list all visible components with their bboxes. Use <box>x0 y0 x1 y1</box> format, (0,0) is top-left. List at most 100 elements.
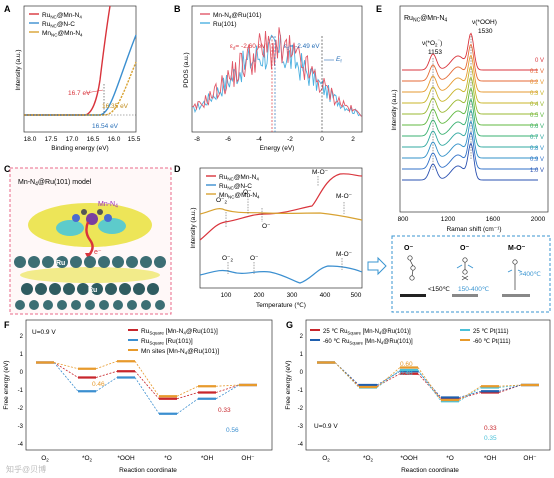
svg-text:1600: 1600 <box>486 216 501 223</box>
energy-connector <box>134 361 160 397</box>
xlabel-f: Reaction coordinate <box>119 467 177 474</box>
legend-a-label-3: MnNC@Mn-N4 <box>42 30 83 38</box>
curve-d-mn-mn <box>199 208 363 221</box>
mn-n4-label: Mn-N4 <box>98 201 118 210</box>
c-atom-2 <box>97 209 103 215</box>
panel-d-frame <box>199 167 363 289</box>
svg-text:1200: 1200 <box>441 216 456 223</box>
svg-text:*O2: *O2 <box>82 455 93 463</box>
annotation-a-2: 16.35 eV <box>102 103 129 110</box>
xlabel-g: Reaction coordinate <box>401 467 459 474</box>
scheme-surface-1 <box>400 294 426 297</box>
svg-text:0.4 V: 0.4 V <box>530 102 544 108</box>
svg-text:1: 1 <box>300 352 304 358</box>
scheme-molecule-1 <box>407 255 416 281</box>
yticks-f: 2 1 0 -1 -2 -3 -4 <box>18 334 24 448</box>
svg-text:0.2 V: 0.2 V <box>530 80 544 86</box>
svg-text:17.5: 17.5 <box>45 136 58 143</box>
svg-text:0.8 V: 0.8 V <box>530 146 544 152</box>
svg-text:25 ℃ RuSquare [Mn-N4@Ru(101)]: 25 ℃ RuSquare [Mn-N4@Ru(101)] <box>323 329 411 336</box>
peak-label-2: ν(*OOH) <box>472 19 497 26</box>
legend-a-label-2: RuNC@N-C <box>42 21 75 29</box>
electron-label: e⁻ <box>94 249 102 256</box>
svg-text:-6: -6 <box>225 136 231 143</box>
scheme-temp-1: <150℃ <box>428 286 451 293</box>
annotation-f-1: 0.46 <box>92 381 105 388</box>
raman-spectrum <box>402 32 538 71</box>
svg-text:16.0: 16.0 <box>108 136 121 143</box>
energy-connector <box>95 370 118 378</box>
raman-spectrum <box>402 65 538 104</box>
svg-text:-60 ℃ Pt(111): -60 ℃ Pt(111) <box>473 339 511 345</box>
svg-text:15.5: 15.5 <box>128 136 141 143</box>
svg-text:16.5: 16.5 <box>87 136 100 143</box>
svg-text:*O: *O <box>446 455 454 462</box>
n-atom-2 <box>104 214 112 222</box>
peak-value-2: 1530 <box>478 28 493 35</box>
panel-e-letter: E <box>376 4 382 14</box>
raman-spectrum <box>402 76 538 115</box>
raman-spectrum <box>402 142 538 181</box>
c-atom-1 <box>81 209 87 215</box>
ylabel-e: Intensity (a.u.) <box>391 89 398 130</box>
energy-connector <box>417 367 442 401</box>
annotation-d-6: O⁻2 <box>222 255 234 263</box>
ru-slab-row-1 <box>14 256 166 268</box>
panel-c-title: Mn-N4@Ru(101) model <box>18 179 92 188</box>
energy-connector <box>458 385 482 401</box>
scheme-surface-3 <box>502 294 530 297</box>
ylabel-g: Free energy (eV) <box>285 360 292 409</box>
annotation-d-2: O⁻2 <box>216 197 228 205</box>
panel-f-frame <box>25 319 273 451</box>
svg-text:200: 200 <box>254 292 265 299</box>
svg-text:*OH: *OH <box>484 455 497 462</box>
energy-connector <box>134 370 160 400</box>
panel-b: B Mn-N4@Ru(101) Ru(101) εd= -2.60 eV εd=… <box>174 4 363 152</box>
energy-connector <box>215 384 240 393</box>
adsorption-scheme: O⁻ O⁻ M-O⁻ <150℃ 150-400℃ >400℃ <box>367 235 551 313</box>
arrow-head <box>85 253 92 259</box>
ru-slab-row-2 <box>21 283 159 295</box>
svg-text:-4: -4 <box>256 136 262 143</box>
svg-text:-3: -3 <box>18 424 24 430</box>
ru-label-2: Ru <box>88 287 97 294</box>
scheme-item-1: O⁻ <box>404 245 413 252</box>
energy-connector <box>417 373 442 400</box>
curve-d-ru-mn <box>199 173 363 241</box>
xlabel-b: Energy (eV) <box>260 145 295 152</box>
raman-spectrum <box>402 54 538 93</box>
svg-text:2000: 2000 <box>531 216 546 223</box>
svg-text:-60 ℃ RuSquare [Mn-N4@Ru(101)]: -60 ℃ RuSquare [Mn-N4@Ru(101)] <box>323 339 413 346</box>
xticks-a: 18.0 17.5 17.0 16.5 16.0 15.5 <box>24 136 141 143</box>
annotation-d-7: O⁻ <box>250 255 259 262</box>
svg-text:RuSquare [Ru(101)]: RuSquare [Ru(101)] <box>141 338 193 346</box>
panel-b-frame <box>191 5 363 133</box>
energy-connector <box>458 390 482 398</box>
scheme-molecule-2 <box>461 257 469 281</box>
charge-density-bottom <box>20 267 160 283</box>
svg-text:*OH: *OH <box>201 455 214 462</box>
panel-d: D RuNC@Mn-N4 RuNC@N-C MnNC@Mn-N4 M-O⁻ O⁻… <box>174 164 363 309</box>
curve-d-ru-nc <box>199 265 363 284</box>
charge-density-cyan-1 <box>56 220 84 236</box>
annotation-b-ed-blue: εd= -2.49 eV <box>284 43 320 51</box>
legend-b-label-1: Mn-N4@Ru(101) <box>213 12 262 20</box>
svg-text:*OOH: *OOH <box>117 455 135 462</box>
annotation-g-4: 0.35 <box>484 435 497 442</box>
charge-density-top <box>28 203 152 247</box>
panel-a-letter: A <box>4 4 11 14</box>
svg-text:OH⁻: OH⁻ <box>241 455 255 462</box>
annotation-d-4: O⁻ <box>262 223 271 230</box>
svg-text:1: 1 <box>20 352 24 358</box>
annotation-f-3: 0.56 <box>226 427 239 434</box>
raman-spectrum <box>402 109 538 148</box>
energy-connector <box>53 362 79 370</box>
energy-connector <box>376 367 401 388</box>
svg-text:-1: -1 <box>18 388 24 394</box>
panel-g-frame <box>305 319 551 451</box>
mn-atom <box>86 213 98 225</box>
svg-text:17.0: 17.0 <box>66 136 79 143</box>
panel-c: C Mn-N4@Ru(101) model Mn-N4 e⁻ Ru Ru <box>4 164 172 315</box>
svg-text:Mn sites [Mn-N4@Ru(101)]: Mn sites [Mn-N4@Ru(101)] <box>141 348 219 356</box>
raman-spectrum <box>402 131 538 170</box>
